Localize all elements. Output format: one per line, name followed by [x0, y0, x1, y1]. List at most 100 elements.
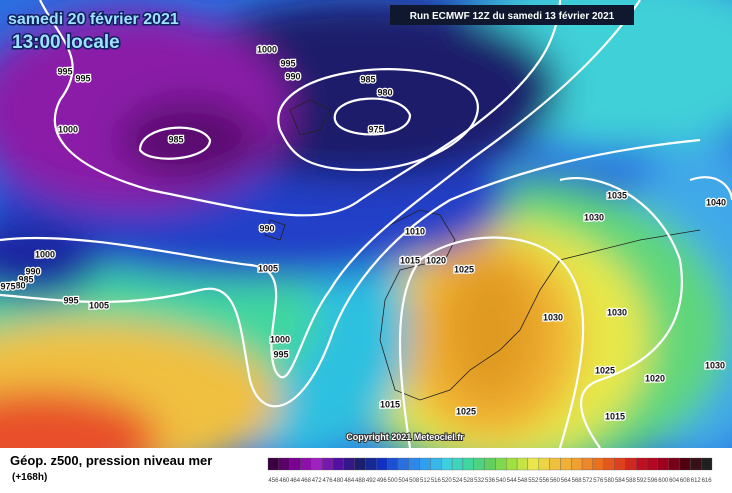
isobar-label: 990 — [25, 266, 40, 276]
scale-swatch — [441, 457, 453, 471]
isobar-label: 1015 — [380, 399, 400, 409]
isobar-label: 980 — [377, 87, 392, 97]
scale-label: 560 — [550, 478, 561, 484]
scale-label: 464 — [290, 478, 301, 484]
scale-label: 524 — [453, 478, 464, 484]
scale-swatch — [311, 457, 323, 471]
isobar-label: 985 — [360, 74, 375, 84]
scale-swatch — [657, 457, 669, 471]
isobar-label: 1015 — [400, 255, 420, 265]
run-info: Run ECMWF 12Z du samedi 13 février 2021 — [410, 11, 615, 22]
scale-label: 484 — [344, 478, 355, 484]
scale-swatch — [701, 457, 713, 471]
isobar-label: 1015 — [605, 411, 625, 421]
scale-swatch — [473, 457, 485, 471]
scale-label: 516 — [431, 478, 442, 484]
forecast-date: samedi 20 février 2021 — [8, 11, 179, 28]
scale-swatch — [300, 457, 312, 471]
isobar-label: 990 — [285, 71, 300, 81]
scale-swatch — [614, 457, 626, 471]
scale-swatch — [430, 457, 442, 471]
scale-swatch — [581, 457, 594, 471]
scale-label: 544 — [507, 478, 518, 484]
isobar-label: 1020 — [645, 373, 665, 383]
scale-swatch — [419, 457, 431, 471]
scale-label: 608 — [680, 478, 691, 484]
isobar-label: 975 — [368, 124, 383, 134]
scale-label: 604 — [669, 478, 680, 484]
isobar-label: 995 — [280, 58, 295, 68]
isobar-label: 1025 — [456, 406, 476, 416]
scale-swatch — [571, 457, 583, 471]
isobar-label: 1000 — [270, 334, 290, 344]
scale-swatch — [365, 457, 377, 471]
copyright: Copyright 2021 Meteociel.fr — [346, 432, 464, 442]
isobar-label: 1000 — [58, 124, 78, 134]
scale-label: 580 — [604, 478, 615, 484]
scale-label: 596 — [647, 478, 658, 484]
isobar-label: 1030 — [705, 360, 725, 370]
scale-swatch — [495, 457, 507, 471]
isobar-label: 1035 — [607, 190, 627, 200]
isobar-label: 985 — [18, 274, 33, 284]
scale-swatch — [278, 457, 290, 471]
forecast-time: 13:00 locale — [12, 32, 120, 53]
run-box — [390, 5, 634, 25]
scale-swatch — [289, 457, 301, 471]
scale-label: 532 — [474, 478, 485, 484]
scale-label: 592 — [637, 478, 648, 484]
scale-label: 552 — [528, 478, 539, 484]
scale-label: 504 — [398, 478, 409, 484]
scale-swatch — [451, 457, 464, 471]
scale-swatch — [397, 457, 409, 471]
scale-label: 488 — [355, 478, 366, 484]
isobar-label: 1030 — [543, 312, 563, 322]
isobar-label: 995 — [75, 73, 90, 83]
scale-swatch — [560, 457, 572, 471]
isobar-label: 985 — [168, 134, 183, 144]
isobar-label: 1025 — [595, 365, 615, 375]
scale-label: 468 — [301, 478, 312, 484]
scale-label: 612 — [691, 478, 702, 484]
isobar-label: 1030 — [584, 212, 604, 222]
scale-swatch — [527, 457, 539, 471]
scale-swatch — [376, 457, 388, 471]
scale-label: 536 — [485, 478, 496, 484]
isobar-label: 1040 — [706, 197, 726, 207]
isobar-label: 1000 — [35, 249, 55, 259]
scale-swatch — [332, 457, 344, 471]
isobar-label: 1000 — [257, 44, 277, 54]
scale-swatch — [408, 457, 420, 471]
isobar-label: 975 — [0, 281, 15, 291]
scale-swatch — [354, 457, 366, 471]
scale-label: 520 — [442, 478, 453, 484]
isobar-label: 995 — [57, 66, 72, 76]
scale-swatch — [343, 457, 355, 471]
scale-swatch — [592, 457, 604, 471]
isobar-label: 1030 — [607, 307, 627, 317]
isobar-label: 995 — [63, 295, 78, 305]
scale-swatch — [690, 457, 702, 471]
scale-swatch — [267, 457, 279, 471]
scale-label: 576 — [593, 478, 604, 484]
scale-label: 476 — [323, 478, 334, 484]
isobar-label: 980 — [10, 280, 25, 290]
scale-label: 512 — [420, 478, 431, 484]
scale-swatch — [506, 457, 518, 471]
isobar-label: 990 — [259, 223, 274, 233]
scale-label: 456 — [268, 478, 279, 484]
scale-label: 584 — [615, 478, 626, 484]
scale-label: 528 — [463, 478, 474, 484]
scale-swatch — [603, 457, 615, 471]
scale-label: 496 — [377, 478, 388, 484]
color-scale: 456 460 464 468 472 476 480 484 488 492 496 500 504 5… — [267, 457, 713, 484]
scale-label: 588 — [626, 478, 637, 484]
scale-swatch — [549, 457, 561, 471]
isobar-label: 1005 — [258, 263, 278, 273]
scale-swatch — [625, 457, 637, 471]
scale-swatch — [321, 457, 334, 471]
scale-swatch — [538, 457, 550, 471]
scale-label: 492 — [366, 478, 377, 484]
scale-label: 616 — [702, 478, 713, 484]
